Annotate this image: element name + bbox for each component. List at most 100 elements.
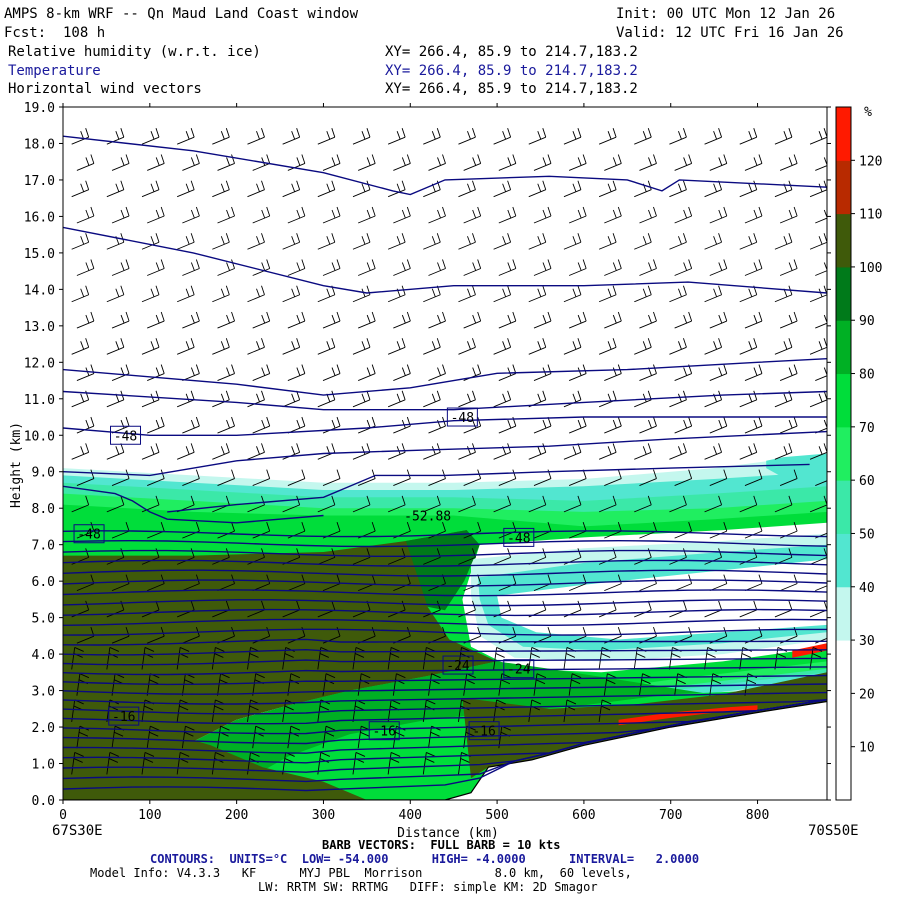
- wind-barb-flag: [366, 495, 371, 506]
- wind-barb-flag: [495, 653, 505, 658]
- wind-barb-flag: [324, 731, 335, 737]
- wind-barb-242: [247, 443, 265, 460]
- wind-barb-staff: [111, 583, 130, 592]
- wind-barb-flag: [336, 311, 341, 322]
- wind-barb-staff: [212, 294, 230, 303]
- wind-barb-365: [709, 311, 728, 329]
- wind-barb-flag: [296, 180, 301, 190]
- wind-barb-422: [387, 233, 406, 250]
- wind-barb-flag: [788, 419, 793, 429]
- wind-barb-flag: [788, 209, 793, 219]
- wind-barb-54: [533, 673, 547, 696]
- wind-barb-279: [779, 416, 798, 434]
- wind-barb-flag: [261, 180, 265, 190]
- wind-barb-flag: [723, 154, 728, 164]
- wind-barb-staff: [815, 585, 827, 592]
- wind-barb-staff: [779, 163, 798, 171]
- wind-barb-flag: [753, 128, 758, 138]
- wind-barb-511: [423, 128, 441, 145]
- wind-barb-staff: [774, 189, 793, 198]
- wind-barb-flag: [607, 131, 612, 140]
- wind-barb-staff: [815, 322, 827, 329]
- wind-barb-flag: [653, 259, 657, 269]
- wind-barb-flag: [472, 285, 476, 295]
- wind-barb-402: [463, 259, 482, 276]
- wind-barb-376: [317, 285, 336, 303]
- wind-barb-flag: [572, 236, 577, 245]
- wind-barb-flag: [535, 679, 546, 685]
- wind-barb-staff: [568, 163, 587, 171]
- wind-barb-flag: [572, 341, 577, 350]
- wind-barb-flag: [572, 183, 577, 192]
- wind-barb-staff: [779, 530, 798, 539]
- wind-barb-flag: [617, 469, 622, 479]
- wind-barb-staff: [358, 268, 376, 276]
- wind-barb-flag: [225, 285, 230, 295]
- wind-barb-flag: [793, 259, 798, 269]
- wind-barb-flag: [255, 673, 265, 679]
- wind-barb-55: [568, 673, 582, 696]
- wind-barb-flag: [261, 285, 265, 295]
- wind-barb-flag: [326, 341, 331, 350]
- wind-barb-flag: [319, 653, 329, 658]
- wind-barb-staff: [392, 726, 397, 749]
- wind-barb-231: [639, 469, 657, 487]
- wind-barb-flag: [829, 312, 832, 321]
- wind-barb-flag: [758, 627, 763, 637]
- wind-barb-flag: [818, 341, 823, 350]
- wind-barb-staff: [428, 373, 446, 381]
- wind-barb-flag: [125, 364, 130, 374]
- wind-barb-staff: [533, 530, 552, 539]
- wind-barb-flag: [426, 699, 436, 705]
- wind-barb-292: [458, 390, 476, 408]
- wind-barb-flag: [607, 446, 612, 455]
- wind-barb-flag: [231, 627, 235, 637]
- wind-barb-staff: [498, 268, 516, 276]
- wind-barb-flag: [301, 154, 306, 164]
- wind-barb-362: [604, 311, 622, 329]
- wind-barb-flag: [225, 128, 230, 138]
- wind-barb-flag: [366, 262, 371, 271]
- wind-barb-staff: [317, 189, 335, 198]
- wind-barb-staff: [493, 189, 511, 198]
- wind-barb-staff: [217, 425, 235, 434]
- wind-barb-184: [533, 521, 552, 539]
- wind-barb-staff: [287, 373, 306, 381]
- wind-barb-flag: [688, 206, 693, 217]
- field-1-xy: XY= 266.4, 85.9 to 214.7,183.2: [385, 44, 638, 60]
- wind-barb-staff: [76, 635, 95, 644]
- wind-barb-staff: [141, 609, 160, 618]
- wind-barb-204: [458, 495, 476, 513]
- wind-barb-staff: [387, 346, 406, 355]
- init-time: Init: 00 UTC Mon 12 Jan 26: [616, 6, 836, 22]
- wind-barb-420: [317, 233, 336, 250]
- wind-barb-434: [809, 233, 827, 250]
- wind-barb-flag: [718, 367, 723, 376]
- wind-barb-flag: [653, 627, 657, 637]
- wind-barb-staff: [317, 556, 335, 565]
- wind-barb-staff: [423, 556, 441, 565]
- wind-barb-staff: [212, 189, 230, 198]
- wind-barb-flag: [160, 154, 165, 164]
- wind-barb-staff: [739, 399, 757, 408]
- wind-barb-staff: [422, 752, 427, 775]
- contour-label-layer: -48-48-48 -48-52.88-24 -24-16-16 -16: [73, 407, 535, 741]
- wind-barb-flag: [291, 131, 296, 140]
- wind-barb-flag: [290, 673, 301, 679]
- wind-barb-flag: [601, 699, 612, 705]
- wind-barb-flag: [85, 157, 90, 166]
- wind-barb-staff: [779, 373, 798, 381]
- wind-barb-444: [393, 206, 411, 224]
- x-tick-label-5: 500: [485, 808, 508, 823]
- wind-barb-flag: [537, 236, 542, 245]
- wind-barb-377: [352, 285, 371, 303]
- wind-barb-staff: [111, 215, 130, 224]
- wind-barb-257: [774, 443, 793, 460]
- wind-barb-flag: [85, 314, 90, 324]
- wind-barb-10: [422, 752, 436, 775]
- temperature-contour-4: [63, 416, 827, 436]
- wind-barb-506: [247, 128, 265, 145]
- wind-barb-459: [141, 180, 160, 198]
- wind-barb-staff: [358, 373, 376, 381]
- y-tick-label-12: 12.0: [24, 356, 55, 371]
